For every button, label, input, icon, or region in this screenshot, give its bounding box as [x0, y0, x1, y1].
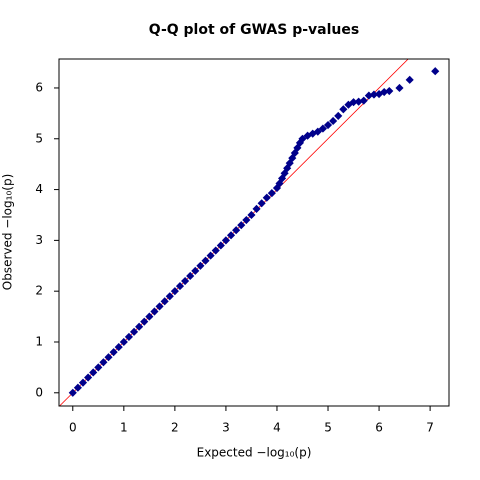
point [267, 189, 276, 198]
x-tick-label: 5 [324, 421, 332, 435]
y-tick-label: 2 [35, 284, 43, 298]
point [99, 358, 108, 367]
point [145, 312, 154, 321]
point [278, 174, 287, 183]
point [275, 179, 284, 188]
point [175, 282, 185, 291]
point [119, 337, 128, 347]
point [395, 83, 404, 93]
point [344, 100, 353, 109]
point [73, 383, 82, 392]
x-tick-label: 1 [120, 421, 128, 435]
point [431, 67, 440, 76]
point [89, 368, 98, 377]
point [170, 287, 179, 296]
point [280, 169, 289, 178]
x-tick-label: 2 [171, 421, 179, 435]
point [290, 148, 299, 158]
point [216, 241, 225, 250]
point [242, 215, 251, 225]
point [334, 111, 343, 120]
point [165, 292, 174, 301]
point [160, 297, 169, 306]
point [323, 120, 333, 130]
point [247, 210, 256, 220]
y-tick-label: 0 [35, 385, 43, 399]
x-tick-label: 4 [273, 421, 281, 435]
x-axis-label: Expected −log₁₀(p) [197, 446, 312, 460]
point [94, 363, 103, 372]
point [150, 307, 159, 316]
point [359, 96, 368, 105]
x-tick-label: 3 [222, 421, 230, 435]
point [114, 343, 123, 352]
point [109, 348, 118, 357]
point [129, 327, 139, 336]
x-tick-label: 6 [375, 421, 383, 435]
point [405, 75, 414, 84]
y-tick-label: 5 [35, 131, 43, 145]
y-tick-label: 3 [35, 233, 43, 247]
point [257, 199, 266, 208]
y-tick-label: 1 [35, 334, 43, 348]
y-tick-label: 6 [35, 80, 43, 94]
point [68, 388, 77, 397]
point [329, 116, 338, 126]
point [262, 193, 271, 202]
plot-frame [58, 58, 450, 407]
point [78, 378, 88, 387]
point [237, 221, 246, 230]
point [135, 322, 144, 331]
point [232, 226, 241, 235]
y-axis-label: Observed −log₁₀(p) [1, 174, 15, 291]
point [104, 353, 113, 362]
point [221, 236, 230, 245]
plot-layer [59, 59, 440, 406]
point [124, 332, 134, 341]
point [186, 271, 195, 281]
point [196, 261, 205, 270]
x-tick-label: 0 [69, 421, 77, 435]
point [211, 246, 220, 255]
point [84, 373, 93, 382]
point [201, 256, 210, 265]
x-tick-label: 7 [426, 421, 434, 435]
point [385, 86, 394, 96]
point [288, 154, 297, 163]
point [181, 276, 190, 286]
point [226, 231, 236, 240]
point [339, 105, 348, 114]
point [252, 204, 261, 213]
point [206, 251, 215, 260]
point [283, 164, 292, 173]
point [155, 302, 164, 311]
point [191, 266, 200, 275]
point [318, 124, 327, 133]
point [313, 127, 322, 136]
point [140, 317, 149, 326]
point [293, 143, 302, 152]
point [285, 159, 294, 168]
point [298, 134, 307, 143]
chart-title: Q-Q plot of GWAS p-values [149, 22, 359, 38]
y-tick-label: 4 [35, 182, 43, 196]
